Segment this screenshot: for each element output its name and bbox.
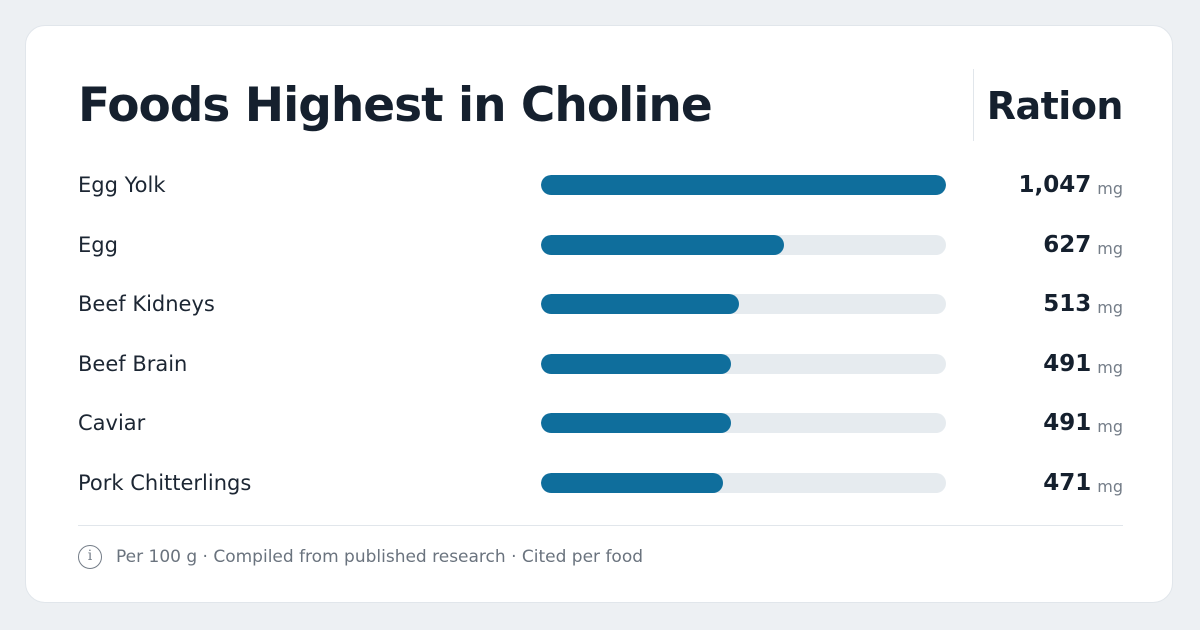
bar-value: 627 mg [1043,225,1123,267]
bar-track [541,473,946,493]
bar-row: Pork Chitterlings 471 mg [26,463,1172,503]
bar-track [541,294,946,314]
footer-divider [78,525,1123,526]
bar-value-number: 491 [1043,351,1092,377]
bar-value: 471 mg [1043,463,1123,505]
bar-value-number: 513 [1043,291,1092,317]
bar-category-label: Egg Yolk [78,173,166,197]
bar-value-number: 1,047 [1018,172,1092,198]
bar-value: 491 mg [1043,344,1123,386]
bar [541,473,724,493]
bar-value-number: 627 [1043,232,1092,258]
bar-row: Egg 627 mg [26,225,1172,265]
info-icon: i [78,545,102,569]
bar-value-unit: mg [1097,417,1123,436]
bar-track [541,413,946,433]
bar-track [541,235,946,255]
bar [541,235,784,255]
bar-value-unit: mg [1097,179,1123,198]
bar-category-label: Pork Chitterlings [78,471,252,495]
bar [541,354,731,374]
bar-row: Caviar 491 mg [26,403,1172,443]
footnote: Per 100 g · Compiled from published rese… [116,547,644,567]
bar-value: 1,047 mg [1018,165,1123,207]
chart-title: Foods Highest in Choline [78,78,713,133]
bar-value-unit: mg [1097,298,1123,317]
bar-value: 491 mg [1043,403,1123,445]
bar [541,175,946,195]
bar-value: 513 mg [1043,284,1123,326]
bar-track [541,175,946,195]
bar [541,294,740,314]
bar-category-label: Beef Kidneys [78,292,215,316]
bar-category-label: Caviar [78,411,146,435]
bar-value-unit: mg [1097,239,1123,258]
bar-row: Beef Brain 491 mg [26,344,1172,384]
bar-category-label: Beef Brain [78,352,188,376]
bar-value-unit: mg [1097,477,1123,496]
bar-value-number: 471 [1043,470,1092,496]
chart-card: Foods Highest in Choline Ration Egg Yolk… [25,25,1173,603]
value-column-header: Ration [986,84,1124,128]
bar-category-label: Egg [78,233,118,257]
bar-row: Beef Kidneys 513 mg [26,284,1172,324]
bar [541,413,731,433]
bar-value-number: 491 [1043,410,1092,436]
bar-value-unit: mg [1097,358,1123,377]
bar-row: Egg Yolk 1,047 mg [26,165,1172,205]
header-divider [973,69,974,141]
bar-track [541,354,946,374]
